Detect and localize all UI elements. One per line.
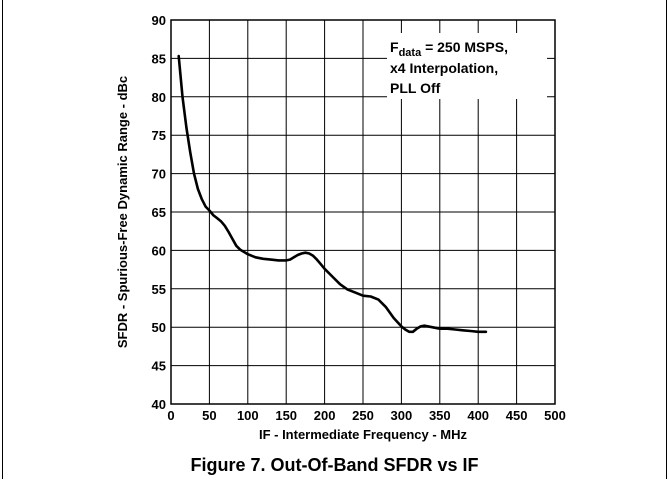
y-tick-labels: 40 45 50 55 60 65 70 75 80 85 90 — [152, 13, 166, 412]
sfdr-series-line — [177, 54, 488, 334]
page-frame-right-rule — [666, 0, 667, 479]
x-tick-label: 150 — [275, 408, 297, 423]
y-tick-label: 65 — [152, 205, 166, 220]
x-tick-label: 300 — [391, 408, 413, 423]
x-axis-label: IF - Intermediate Frequency - MHz — [259, 427, 468, 442]
y-tick-label: 50 — [152, 320, 166, 335]
x-tick-label: 200 — [314, 408, 336, 423]
figure-caption: Figure 7. Out-Of-Band SFDR vs IF — [190, 455, 479, 475]
x-tick-label: 50 — [202, 408, 216, 423]
annotation-f: F — [390, 39, 399, 55]
annotation-rate: = 250 MSPS, — [421, 39, 508, 55]
annotation-line-2: x4 Interpolation, — [390, 60, 498, 76]
x-tick-label: 350 — [429, 408, 451, 423]
plot-frame — [170, 19, 556, 405]
y-tick-label: 60 — [152, 243, 166, 258]
y-tick-label: 80 — [152, 90, 166, 105]
page-frame-left-rule — [2, 0, 3, 479]
annotation-line-1: Fdata = 250 MSPS, — [390, 39, 508, 59]
x-tick-label: 100 — [237, 408, 259, 423]
y-axis-label: SFDR - Spurious-Free Dynamic Range - dBc — [115, 76, 130, 348]
annotation-line-3: PLL Off — [390, 80, 441, 96]
y-tick-label: 85 — [152, 51, 166, 66]
x-tick-label: 400 — [467, 408, 489, 423]
y-tick-label: 70 — [152, 167, 166, 182]
y-tick-label: 40 — [152, 397, 166, 412]
y-tick-label: 90 — [152, 13, 166, 28]
y-tick-label: 75 — [152, 128, 166, 143]
x-tick-label: 0 — [167, 408, 174, 423]
annotation-background — [387, 33, 547, 99]
y-tick-label: 45 — [152, 359, 166, 374]
x-tick-label: 450 — [506, 408, 528, 423]
y-tick-label: 55 — [152, 282, 166, 297]
x-tick-labels: 0 50 100 150 200 250 300 350 400 450 500 — [167, 408, 565, 423]
x-tick-label: 250 — [352, 408, 374, 423]
x-tick-label: 500 — [544, 408, 566, 423]
annotation-subscript: data — [399, 47, 423, 59]
